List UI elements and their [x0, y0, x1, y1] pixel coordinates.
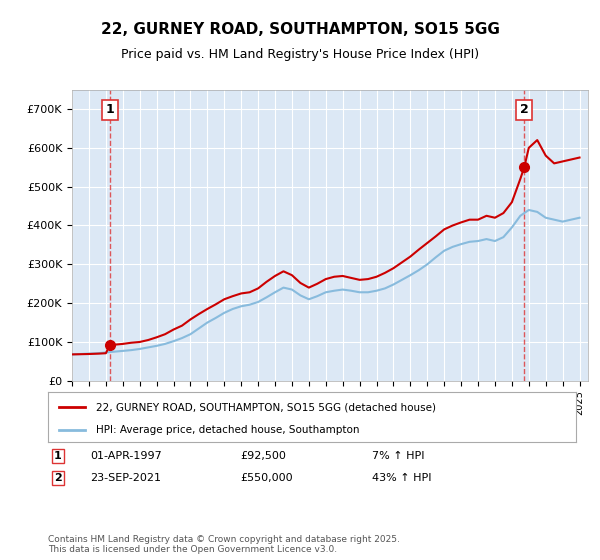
Text: 1: 1	[54, 451, 62, 461]
Text: Price paid vs. HM Land Registry's House Price Index (HPI): Price paid vs. HM Land Registry's House …	[121, 48, 479, 60]
Text: £92,500: £92,500	[240, 451, 286, 461]
Text: 23-SEP-2021: 23-SEP-2021	[90, 473, 161, 483]
Text: 1: 1	[106, 104, 115, 116]
Text: 2: 2	[520, 104, 529, 116]
Text: Contains HM Land Registry data © Crown copyright and database right 2025.
This d: Contains HM Land Registry data © Crown c…	[48, 535, 400, 554]
Text: 43% ↑ HPI: 43% ↑ HPI	[372, 473, 431, 483]
Text: 01-APR-1997: 01-APR-1997	[90, 451, 162, 461]
Text: 22, GURNEY ROAD, SOUTHAMPTON, SO15 5GG (detached house): 22, GURNEY ROAD, SOUTHAMPTON, SO15 5GG (…	[95, 402, 436, 412]
Text: 2: 2	[54, 473, 62, 483]
Text: £550,000: £550,000	[240, 473, 293, 483]
Text: 22, GURNEY ROAD, SOUTHAMPTON, SO15 5GG: 22, GURNEY ROAD, SOUTHAMPTON, SO15 5GG	[101, 22, 499, 38]
Text: 7% ↑ HPI: 7% ↑ HPI	[372, 451, 425, 461]
Text: HPI: Average price, detached house, Southampton: HPI: Average price, detached house, Sout…	[95, 425, 359, 435]
